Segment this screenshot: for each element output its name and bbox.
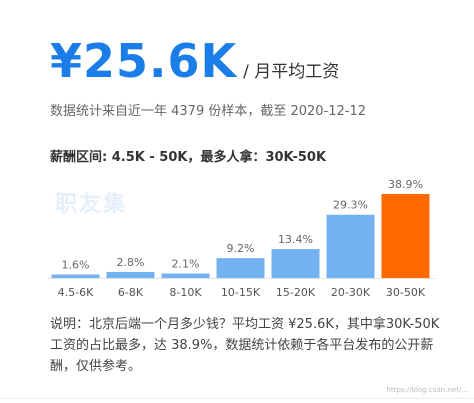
category-label: 4.5-6K [58,286,94,299]
brand-watermark: 职友集 [55,192,128,217]
category-label: 8-10K [169,286,202,299]
category-label: 20-30K [331,286,371,299]
value-label: 2.8% [117,256,145,269]
bottom-divider [0,398,474,399]
sample-info: 数据统计来自近一年 4379 份样本，截至 2020-12-12 [50,104,367,119]
value-label: 1.6% [62,259,90,272]
bar-8-10K [161,273,210,278]
salary-unit-label: / 月平均工资 [243,62,340,82]
category-label: 15-20K [276,286,316,299]
headline: ¥25.6K / 月平均工资 [50,38,339,84]
salary-distribution-chart: 1.6% 4.5-6K 2.8% 6-8K 2.1% 8-10K 9.2% 10-15K 13.… [48,178,435,299]
value-label: 9.2% [227,242,255,255]
category-label: 30-50K [386,286,426,299]
bar-30-50K [381,194,430,278]
category-label: 6-8K [118,286,144,299]
bar-15-20K [271,249,320,278]
salary-range-summary: 薪酬区间: 4.5K - 50K，最多人拿：30K-50K [50,150,327,165]
footnote: 说明：北京后端一个月多少钱？平均工资 ¥25.6K，其中拿30K-50K 工资的… [50,317,440,374]
average-salary-value: ¥25.6K [50,34,238,88]
value-label: 2.1% [172,257,200,270]
bar-4.5-6K [51,274,100,278]
bar-6-8K [106,271,155,278]
category-label: 10-15K [221,286,261,299]
value-label: 29.3% [333,199,368,212]
bar-20-30K [326,214,375,278]
value-label: 38.9% [388,178,423,191]
bar-10-15K [216,258,265,278]
url-watermark: https://blog.csdn.net/... [386,386,468,394]
value-label: 13.4% [278,233,313,246]
